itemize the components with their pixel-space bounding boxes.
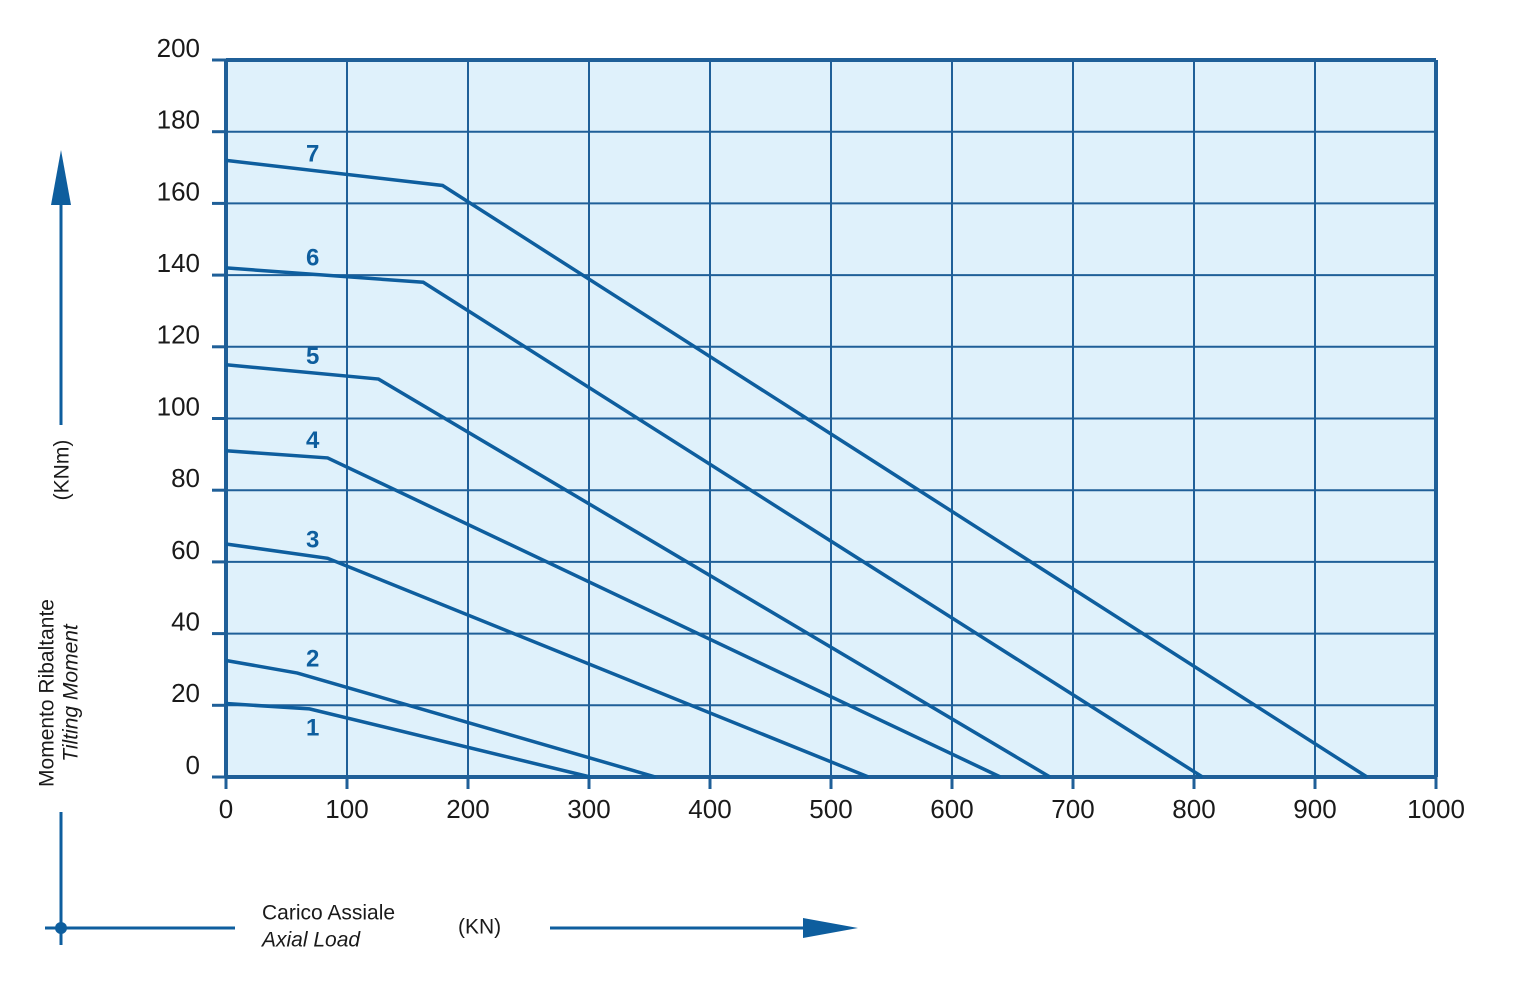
x-tick-label: 0 [219, 794, 233, 824]
x-tick-label: 500 [809, 794, 852, 824]
y-tick-label: 100 [157, 391, 200, 421]
y-axis-unit: (KNm) [51, 440, 74, 501]
y-tick-label: 80 [171, 463, 200, 493]
x-tick-label: 600 [930, 794, 973, 824]
y-tick-label: 120 [157, 320, 200, 350]
series-label: 2 [306, 646, 319, 673]
x-tick-label: 800 [1172, 794, 1215, 824]
x-axis-unit: (KN) [458, 916, 501, 939]
x-tick-label: 400 [688, 794, 731, 824]
y-tick-label: 60 [171, 535, 200, 565]
y-tick-label: 180 [157, 105, 200, 135]
y-axis-title-en: Tilting Moment [60, 623, 83, 762]
series-label: 4 [306, 427, 320, 454]
x-tick-label: 300 [567, 794, 610, 824]
axis-arrows [45, 150, 858, 945]
series-line [225, 542, 870, 779]
x-tick-label: 700 [1051, 794, 1094, 824]
y-tick-label: 20 [171, 678, 200, 708]
series-line [225, 362, 1051, 779]
y-tick-label: 160 [157, 176, 200, 206]
series-label: 1 [306, 714, 319, 741]
y-tick-label: 200 [157, 33, 200, 63]
y-tick-label: 140 [157, 248, 200, 278]
series-line [225, 266, 1204, 779]
y-tick-label: 0 [186, 750, 200, 780]
series-line [225, 158, 1368, 779]
x-axis-title-en: Axial Load [260, 929, 361, 952]
y-axis-title: Momento Ribaltante [36, 599, 59, 787]
y-tick-label: 40 [171, 606, 200, 636]
x-axis-title: Carico Assiale [262, 902, 395, 925]
series-label: 3 [306, 526, 319, 553]
x-tick-label: 900 [1293, 794, 1336, 824]
series-line [225, 449, 1002, 779]
x-tick-label: 200 [446, 794, 489, 824]
series-label: 6 [306, 244, 319, 271]
x-tick-label: 100 [325, 794, 368, 824]
series-label: 7 [306, 141, 319, 168]
series-line [225, 658, 657, 779]
series-line [225, 701, 591, 779]
series-label: 5 [306, 343, 319, 370]
x-tick-label: 1000 [1407, 794, 1465, 824]
